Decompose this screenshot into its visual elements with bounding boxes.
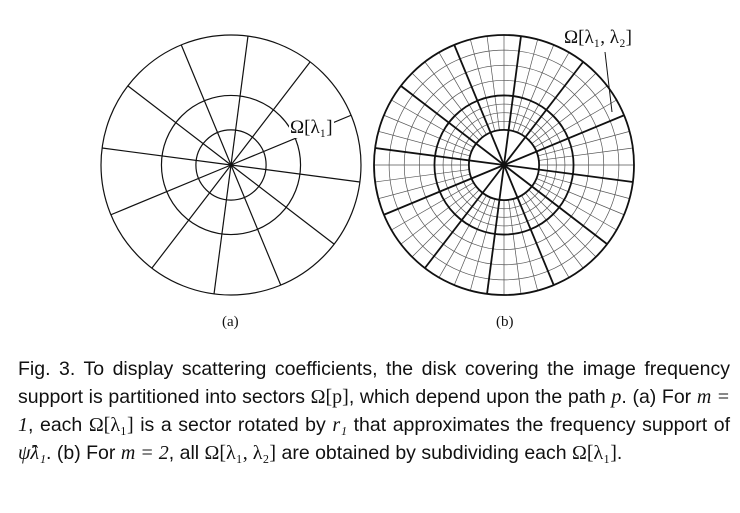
sector-line xyxy=(383,164,505,216)
fine-sector-line xyxy=(411,189,480,258)
sector-line xyxy=(230,36,249,166)
fine-sector-line xyxy=(378,173,471,199)
math-omega-l1: Ω[λ₁] xyxy=(572,442,617,464)
fine-sector-line xyxy=(521,52,570,135)
sector-line xyxy=(230,61,311,166)
fine-ring xyxy=(451,112,557,218)
fine-sector-line xyxy=(383,114,472,152)
sector-line xyxy=(102,147,232,166)
math-omega-l1: Ω[λ₁] xyxy=(88,414,134,436)
sector-line xyxy=(503,35,522,166)
fine-sector-line xyxy=(400,186,477,245)
sector-line xyxy=(400,85,505,166)
fine-sector-line xyxy=(378,131,471,157)
sector-line xyxy=(230,164,282,286)
fine-sector-line xyxy=(424,61,483,138)
fine-ring xyxy=(388,49,620,281)
ring xyxy=(433,94,575,236)
math-p: p xyxy=(611,386,622,408)
sector-line xyxy=(151,164,232,269)
sector-line xyxy=(503,164,555,286)
math-m1: m = 1 xyxy=(18,386,730,436)
fine-sector-line xyxy=(528,189,597,258)
fine-sector-line xyxy=(375,169,470,183)
fine-sector-line xyxy=(438,52,487,135)
fine-sector-line xyxy=(486,36,500,131)
fine-sector-line xyxy=(536,178,625,216)
fine-sector-line xyxy=(538,147,633,161)
fine-sector-line xyxy=(521,195,570,278)
caption-text: is a sector rotated by xyxy=(133,414,333,436)
sector-label-b: Ω[λ₁, λ₂] xyxy=(564,27,632,48)
sector-line xyxy=(503,164,608,245)
sector-line xyxy=(230,164,335,245)
math-m2: m = 2 xyxy=(120,442,169,464)
caption-text: . xyxy=(616,442,623,464)
ring xyxy=(373,34,635,296)
caption-text: , each xyxy=(28,414,89,436)
sector-line xyxy=(180,44,232,166)
sector-line xyxy=(230,164,360,183)
math-psi-hat: ψ̂λ₁ xyxy=(18,442,47,464)
disk-a xyxy=(100,34,362,296)
caption-text: are obtained by subdividing each xyxy=(276,442,573,464)
sector-line xyxy=(503,164,634,183)
fine-sector-line xyxy=(534,182,617,231)
fine-sector-line xyxy=(453,197,491,286)
sector-line xyxy=(503,61,584,166)
ring xyxy=(195,129,267,201)
math-omega-p: Ω[p] xyxy=(310,386,349,408)
sector-line xyxy=(213,164,232,294)
figure-number: Fig. 3. xyxy=(18,358,76,380)
sector-line xyxy=(503,114,625,166)
ring xyxy=(467,128,540,201)
pointer-line xyxy=(604,51,613,113)
sector-label-a: Ω[λ₁] xyxy=(289,117,334,138)
fine-sector-line xyxy=(517,44,555,133)
sector-line xyxy=(486,164,505,295)
sector-line xyxy=(424,164,505,269)
sector-line xyxy=(127,85,232,166)
caption-text: , which depend upon the path xyxy=(348,386,612,408)
fine-sector-line xyxy=(438,195,487,278)
disk-b xyxy=(373,34,635,296)
ring xyxy=(160,94,302,236)
fine-sector-line xyxy=(525,192,584,269)
panel-label-b: (b) xyxy=(496,314,514,330)
partition-diagram xyxy=(100,34,635,296)
fine-ring xyxy=(418,79,590,251)
figure: Ω[λ₁] Ω[λ₁, λ₂] (a) (b) xyxy=(100,27,635,330)
fine-sector-line xyxy=(528,72,597,141)
math-omega-l1-l2: Ω[λ₁, λ₂] xyxy=(204,442,277,464)
sector-line xyxy=(453,44,505,166)
caption-text: , all xyxy=(168,442,205,464)
caption-text: . (b) For xyxy=(46,442,121,464)
fine-sector-line xyxy=(537,173,630,199)
fine-sector-line xyxy=(391,182,474,231)
fine-sector-line xyxy=(470,39,496,132)
fine-ring xyxy=(403,64,605,266)
fine-sector-line xyxy=(512,198,538,291)
panel-label-a: (a) xyxy=(222,314,239,330)
fine-sector-line xyxy=(411,72,480,141)
figure-caption: Fig. 3. To display scattering coefficien… xyxy=(18,355,730,467)
caption-text: that approximates the frequency support … xyxy=(347,414,730,436)
fine-ring xyxy=(442,103,566,227)
fine-sector-line xyxy=(512,39,538,132)
caption-text: . (a) For xyxy=(621,386,697,408)
sector-line xyxy=(374,147,505,166)
ring xyxy=(100,34,362,296)
fine-sector-line xyxy=(508,199,522,294)
math-r1: r₁ xyxy=(332,414,348,436)
fine-sector-line xyxy=(470,198,496,291)
fine-sector-line xyxy=(537,131,630,157)
fine-sector-line xyxy=(391,99,474,148)
fine-sector-line xyxy=(531,85,608,144)
sector-line xyxy=(110,164,232,216)
caption-text: To display scattering coefficients, the … xyxy=(18,358,730,408)
fine-ring xyxy=(459,120,549,210)
fine-sector-line xyxy=(534,99,617,148)
